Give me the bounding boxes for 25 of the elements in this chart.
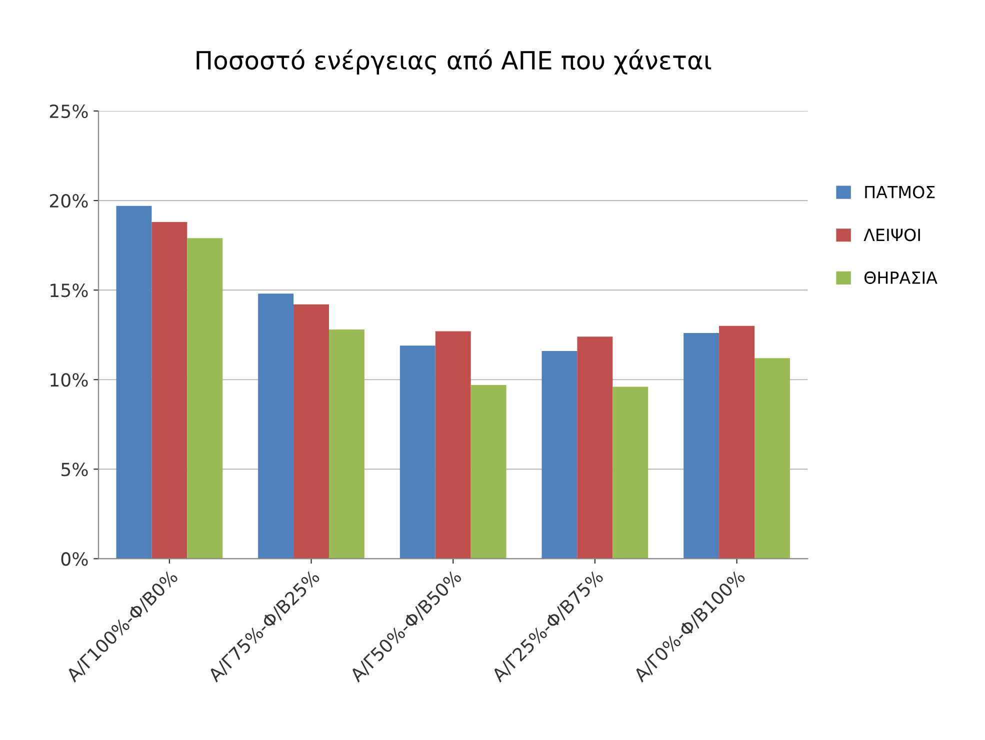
bar — [116, 206, 152, 559]
bar — [719, 326, 755, 559]
legend-label: ΠΑΤΜΟΣ — [865, 186, 935, 198]
bar — [400, 346, 436, 559]
bar — [577, 336, 613, 559]
bar — [328, 329, 364, 559]
bar — [542, 350, 578, 559]
y-tick-label: 20% — [50, 194, 88, 208]
y-tick-label: 25% — [50, 104, 88, 118]
chart-title: Ποσοστό ενέργειας από ΑΠΕ που χάνεται — [196, 49, 712, 75]
y-tick-label: 0% — [61, 552, 88, 566]
bar — [470, 384, 506, 559]
bar — [435, 331, 471, 559]
legend-label: ΘΗΡΑΣΙΑ — [864, 271, 938, 284]
legend-label: ΛΕΙΨΟΙ — [864, 228, 920, 242]
bar — [754, 358, 790, 559]
bar — [294, 304, 329, 559]
bar — [187, 238, 223, 559]
bar — [152, 222, 188, 559]
bar — [612, 386, 648, 559]
bar — [684, 333, 720, 559]
y-tick-label: 5% — [62, 462, 88, 476]
bar — [258, 294, 294, 559]
y-tick-label: 10% — [50, 373, 88, 387]
y-tick-label: 15% — [50, 284, 88, 298]
